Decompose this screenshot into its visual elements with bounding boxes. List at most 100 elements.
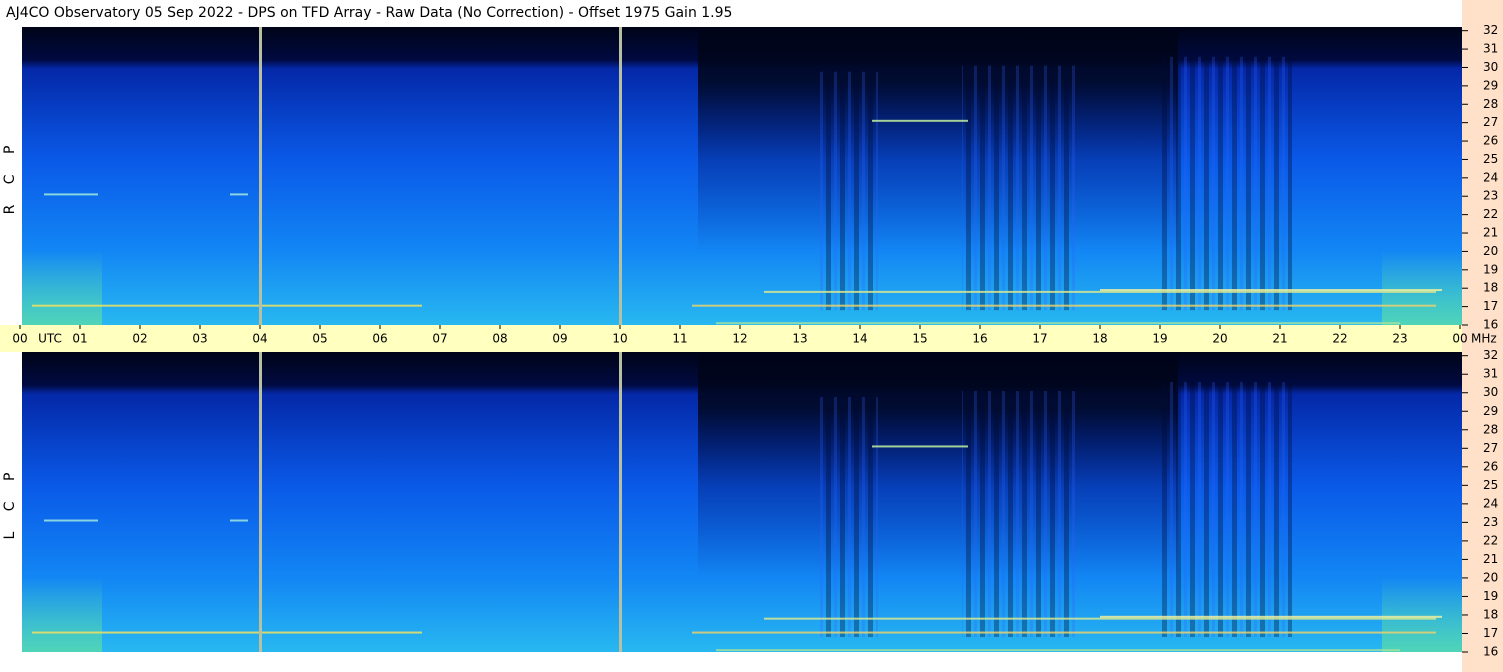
y-tick-label: 25 xyxy=(1483,152,1498,166)
panel-label: R C P xyxy=(2,138,18,215)
signal-line xyxy=(692,304,1436,307)
signal-line xyxy=(1100,289,1442,292)
x-tick-label: 14 xyxy=(852,332,867,346)
glow xyxy=(1382,577,1462,652)
signal-line xyxy=(692,631,1436,634)
y-tick-label: 17 xyxy=(1483,626,1498,640)
y-tick-label: 18 xyxy=(1483,607,1498,621)
y-tick-label: 16 xyxy=(1483,318,1498,332)
y-tick-label: 23 xyxy=(1483,189,1498,203)
signal-line xyxy=(230,193,248,196)
x-tick-label: 06 xyxy=(372,332,387,346)
y-tick-label: 30 xyxy=(1483,60,1498,74)
x-tick-label: 16 xyxy=(972,332,987,346)
x-tick-label: 08 xyxy=(492,332,507,346)
y-tick-label: 26 xyxy=(1483,134,1498,148)
y-tick-label: 31 xyxy=(1483,367,1498,381)
panels: 16 17 18 19 20 21 22 23 24 25 26 27 28 29 30 31 32 R C P 0… xyxy=(2,23,1498,658)
x-tick-label: 07 xyxy=(432,332,447,346)
gap-line xyxy=(259,27,262,325)
signal-line xyxy=(764,290,1436,293)
y-tick-label: 29 xyxy=(1483,404,1498,418)
x-tick-label: 15 xyxy=(912,332,927,346)
burst-columns xyxy=(962,65,1076,311)
x-tick-label: 11 xyxy=(672,332,687,346)
signal-line xyxy=(230,519,248,522)
x-tick-label: 23 xyxy=(1392,332,1407,346)
signal-line xyxy=(716,649,1400,652)
panel-label: L C P xyxy=(2,465,18,540)
x-tick-label: 00 xyxy=(1452,332,1467,346)
y-axis-label: MHz xyxy=(1471,332,1497,346)
y-tick-label: 32 xyxy=(1483,23,1498,37)
x-tick-label: 05 xyxy=(312,332,327,346)
x-tick-label: 18 xyxy=(1092,332,1107,346)
x-tick-label: 01 xyxy=(72,332,87,346)
y-tick-label: 25 xyxy=(1483,478,1498,492)
y-tick-label: 22 xyxy=(1483,533,1498,547)
glow xyxy=(22,250,102,325)
y-tick-label: 28 xyxy=(1483,97,1498,111)
x-tick-label: 12 xyxy=(732,332,747,346)
signal-line xyxy=(716,322,1400,325)
burst-columns xyxy=(962,391,1076,637)
y-tick-label: 17 xyxy=(1483,299,1498,313)
burst-columns xyxy=(818,397,878,637)
y-tick-label: 21 xyxy=(1483,552,1498,566)
title: AJ4CO Observatory 05 Sep 2022 - DPS on T… xyxy=(6,5,732,21)
signal-line xyxy=(1100,615,1442,618)
y-tick-label: 22 xyxy=(1483,207,1498,221)
burst-columns xyxy=(818,71,878,311)
y-tick-label: 30 xyxy=(1483,385,1498,399)
y-tick-label: 27 xyxy=(1483,441,1498,455)
signal-line xyxy=(764,617,1436,620)
y-tick-label: 20 xyxy=(1483,570,1498,584)
signal-line xyxy=(44,193,98,196)
gap-line xyxy=(619,352,622,652)
y-tick-label: 28 xyxy=(1483,422,1498,436)
time-strip xyxy=(0,325,1462,352)
burst-columns xyxy=(1160,56,1292,311)
x-tick-label: 09 xyxy=(552,332,567,346)
x-tick-label: 17 xyxy=(1032,332,1047,346)
dark-band xyxy=(698,352,1178,577)
y-tick-label: 19 xyxy=(1483,262,1498,276)
x-axis-label: UTC xyxy=(38,332,62,346)
signal-line xyxy=(32,304,422,307)
glow xyxy=(22,577,102,652)
y-tick-label: 19 xyxy=(1483,589,1498,603)
y-tick-label: 26 xyxy=(1483,459,1498,473)
signal-line xyxy=(44,519,98,522)
x-tick-label: 19 xyxy=(1152,332,1167,346)
y-tick-label: 20 xyxy=(1483,244,1498,258)
x-tick-label: 22 xyxy=(1332,332,1347,346)
glow xyxy=(1382,250,1462,325)
x-tick-label: 21 xyxy=(1272,332,1287,346)
x-tick-label: 13 xyxy=(792,332,807,346)
freq-strip xyxy=(1462,0,1503,672)
y-tick-label: 24 xyxy=(1483,496,1498,510)
x-tick-label: 00 xyxy=(12,332,27,346)
signal-line xyxy=(872,119,968,122)
y-tick-label: 32 xyxy=(1483,348,1498,362)
dark-band xyxy=(698,27,1178,251)
x-tick-label: 03 xyxy=(192,332,207,346)
gap-line xyxy=(259,352,262,652)
signal-line xyxy=(32,631,422,634)
x-tick-label: 20 xyxy=(1212,332,1227,346)
burst-columns xyxy=(1160,382,1292,637)
x-tick-label: 02 xyxy=(132,332,147,346)
x-tick-label: 04 xyxy=(252,332,267,346)
x-tick-label: 10 xyxy=(612,332,627,346)
y-tick-label: 29 xyxy=(1483,78,1498,92)
gap-line xyxy=(619,27,622,325)
y-tick-label: 16 xyxy=(1483,645,1498,659)
y-tick-label: 31 xyxy=(1483,42,1498,56)
y-tick-label: 27 xyxy=(1483,115,1498,129)
signal-line xyxy=(872,445,968,448)
y-tick-label: 23 xyxy=(1483,515,1498,529)
y-tick-label: 18 xyxy=(1483,281,1498,295)
y-tick-label: 21 xyxy=(1483,226,1498,240)
y-tick-label: 24 xyxy=(1483,170,1498,184)
